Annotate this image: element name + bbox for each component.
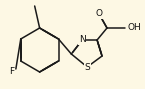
Text: O: O bbox=[96, 10, 103, 19]
Text: F: F bbox=[9, 67, 14, 77]
Text: S: S bbox=[84, 62, 90, 71]
Text: N: N bbox=[79, 36, 86, 44]
Text: OH: OH bbox=[128, 23, 142, 32]
